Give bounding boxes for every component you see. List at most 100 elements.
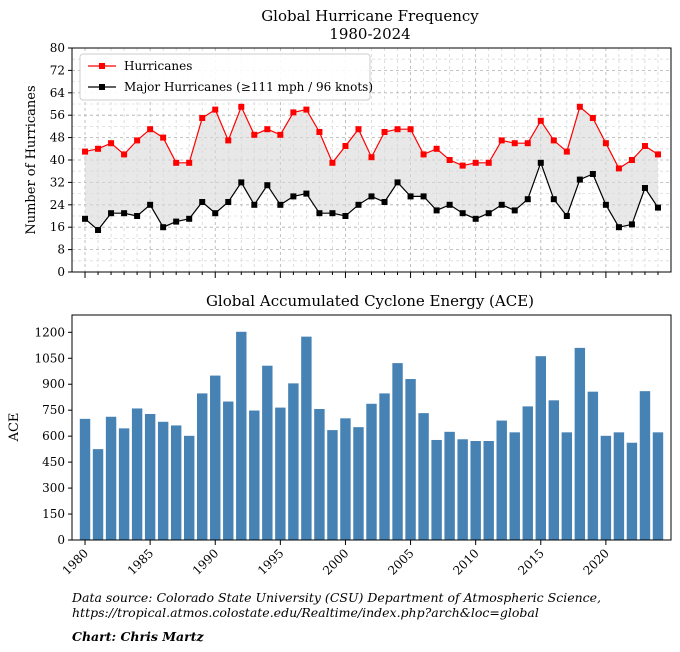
ace-bar: [236, 331, 247, 540]
data-point: [550, 137, 557, 144]
ace-bar: [157, 421, 169, 540]
top-chart-ylabel: Number of Hurricanes: [24, 85, 39, 234]
ace-bar: [223, 401, 234, 540]
ace-bar: [131, 408, 143, 540]
ace-bar: [561, 432, 573, 540]
ace-bar: [353, 427, 364, 540]
ace-bar: [301, 336, 312, 540]
y-tick-label: 80: [50, 41, 65, 55]
data-point: [173, 159, 180, 166]
data-point: [368, 154, 375, 161]
data-point: [277, 201, 284, 208]
data-point: [121, 151, 128, 158]
data-point: [602, 201, 609, 208]
y-tick-label: 1200: [34, 325, 65, 339]
data-point: [537, 117, 544, 124]
top-chart-lines: [82, 103, 661, 233]
bottom-chart-ylabel: ACE: [7, 413, 22, 443]
data-point: [394, 126, 401, 133]
data-point: [576, 103, 583, 110]
y-tick-label: 150: [42, 507, 65, 521]
data-point: [576, 176, 583, 183]
data-point: [303, 190, 310, 197]
data-point: [147, 126, 154, 133]
ace-bar: [548, 400, 560, 540]
x-tick-label: 2020: [581, 546, 612, 577]
top-chart-legend: Hurricanes Major Hurricanes (≥111 mph / …: [79, 53, 373, 101]
y-tick-label: 40: [50, 153, 65, 167]
data-point: [433, 207, 440, 214]
data-point: [472, 215, 479, 222]
ace-bar: [262, 365, 273, 540]
data-point: [485, 210, 492, 217]
ace-bar: [118, 428, 130, 540]
ace-bar: [392, 363, 403, 540]
data-point: [615, 224, 622, 231]
data-point: [654, 204, 661, 211]
data-point: [498, 201, 505, 208]
data-point: [251, 201, 258, 208]
data-point: [563, 148, 570, 155]
source-line-1: Data source: Colorado State University (…: [72, 590, 602, 605]
series-major-hurricanes: [82, 159, 661, 233]
data-point: [108, 210, 115, 217]
data-point: [264, 182, 271, 189]
data-point: [290, 109, 297, 116]
top-chart-frame: [71, 47, 672, 273]
bottom-chart-yaxis: 0 150 300 450 600 750 900 1050 1200: [34, 325, 72, 547]
ace-bar: [587, 391, 599, 540]
top-chart-subtitle: 1980-2024: [329, 25, 410, 43]
data-point: [589, 115, 596, 121]
data-point: [407, 193, 414, 200]
data-point: [446, 157, 453, 163]
series-hurricanes: [82, 103, 661, 172]
ace-bar: [327, 430, 338, 540]
data-point: [212, 106, 219, 113]
ace-bar: [600, 435, 612, 540]
data-point: [355, 126, 362, 133]
ace-bar: [418, 413, 429, 540]
ace-bar: [288, 383, 299, 540]
y-tick-label: 8: [57, 243, 65, 257]
x-tick-label: 1990: [190, 546, 221, 577]
ace-bar: [444, 431, 455, 540]
top-chart-yaxis: 0 8 16 24 32 40 48 56 64 72 80: [50, 41, 72, 279]
data-point: [342, 143, 349, 149]
data-point: [277, 131, 284, 138]
y-tick-label: 900: [42, 377, 65, 391]
data-point: [498, 137, 505, 144]
x-tick-label: 1985: [125, 546, 156, 577]
data-point: [160, 224, 167, 231]
data-point: [134, 137, 141, 144]
data-point: [511, 140, 518, 147]
data-point: [290, 193, 297, 200]
ace-bar: [522, 406, 533, 540]
data-point: [238, 103, 245, 110]
y-tick-label: 56: [50, 108, 65, 122]
data-point: [550, 196, 557, 203]
ace-bar: [366, 403, 377, 540]
ace-bar: [183, 435, 195, 540]
data-point: [381, 199, 388, 205]
data-point: [485, 159, 492, 166]
data-point: [654, 151, 661, 158]
source-note: Data source: Colorado State University (…: [72, 590, 672, 620]
data-point: [134, 213, 141, 219]
legend-major-marker: [99, 84, 105, 90]
ace-bar: [496, 420, 507, 540]
data-point: [524, 196, 531, 203]
data-point: [407, 126, 414, 133]
data-point: [264, 126, 271, 133]
data-point: [602, 140, 609, 147]
ace-bar: [92, 449, 104, 540]
data-point: [173, 218, 180, 225]
y-tick-label: 750: [42, 403, 65, 417]
data-point: [420, 151, 427, 158]
y-tick-label: 64: [50, 86, 66, 100]
data-point: [329, 210, 336, 217]
data-point: [368, 193, 375, 200]
data-point: [186, 159, 193, 166]
data-point: [108, 140, 115, 147]
y-tick-label: 300: [42, 481, 65, 495]
data-point: [186, 215, 193, 222]
